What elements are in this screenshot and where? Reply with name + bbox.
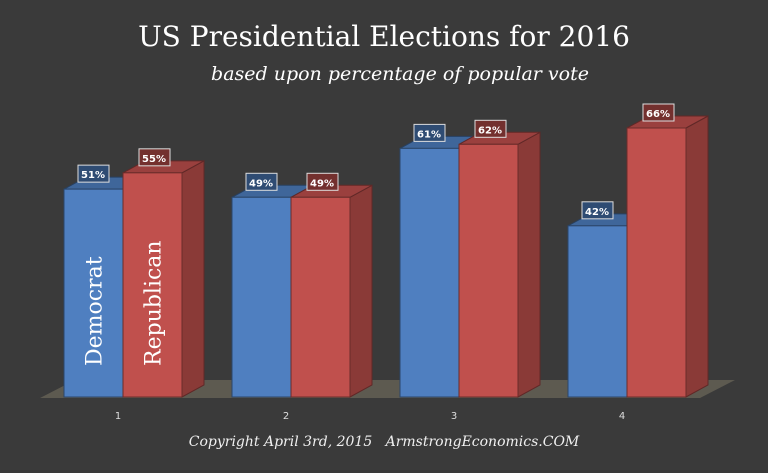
- data-label: 49%: [310, 178, 334, 189]
- x-tick-label: 1: [115, 411, 121, 422]
- chart-floor: [40, 380, 735, 398]
- data-label: 62%: [478, 125, 502, 136]
- data-label-box: [413, 123, 446, 142]
- data-label-box: [138, 148, 171, 167]
- data-label-box: [642, 103, 675, 122]
- data-label-box: [581, 201, 614, 220]
- data-label: 49%: [249, 178, 273, 189]
- chart-subtitle: based upon percentage of popular vote: [211, 63, 589, 85]
- bar-side: [181, 159, 205, 398]
- data-label-box: [474, 119, 507, 138]
- x-tick-label: 4: [619, 411, 625, 422]
- x-tick-label: 2: [283, 411, 289, 422]
- bar-side: [685, 115, 709, 398]
- bar-side: [349, 184, 373, 398]
- data-label: 61%: [417, 129, 441, 140]
- bar-republican-3: [458, 143, 519, 398]
- bar-democrat-3: [399, 147, 460, 398]
- x-tick-label: 3: [451, 411, 457, 422]
- bar-republican-4: [626, 127, 687, 398]
- data-label: 51%: [81, 170, 105, 181]
- chart-title: US Presidential Elections for 2016: [138, 20, 630, 53]
- bar-republican-2: [290, 196, 351, 398]
- data-label: 55%: [142, 154, 166, 165]
- data-label-box: [306, 172, 339, 191]
- copyright-annotation: Copyright April 3rd, 2015 ArmstrongEcono…: [189, 434, 580, 450]
- bar-democrat-2: [231, 196, 292, 398]
- data-label-box: [77, 164, 110, 183]
- data-label-box: [245, 172, 278, 191]
- series-label-republican: Republican: [142, 240, 167, 366]
- bar-republican-1: [122, 172, 183, 398]
- bar-democrat-4: [567, 225, 628, 398]
- series-label-democrat: Democrat: [83, 256, 108, 366]
- data-label: 66%: [646, 109, 670, 120]
- data-label: 42%: [585, 207, 609, 218]
- bar-side: [517, 131, 541, 398]
